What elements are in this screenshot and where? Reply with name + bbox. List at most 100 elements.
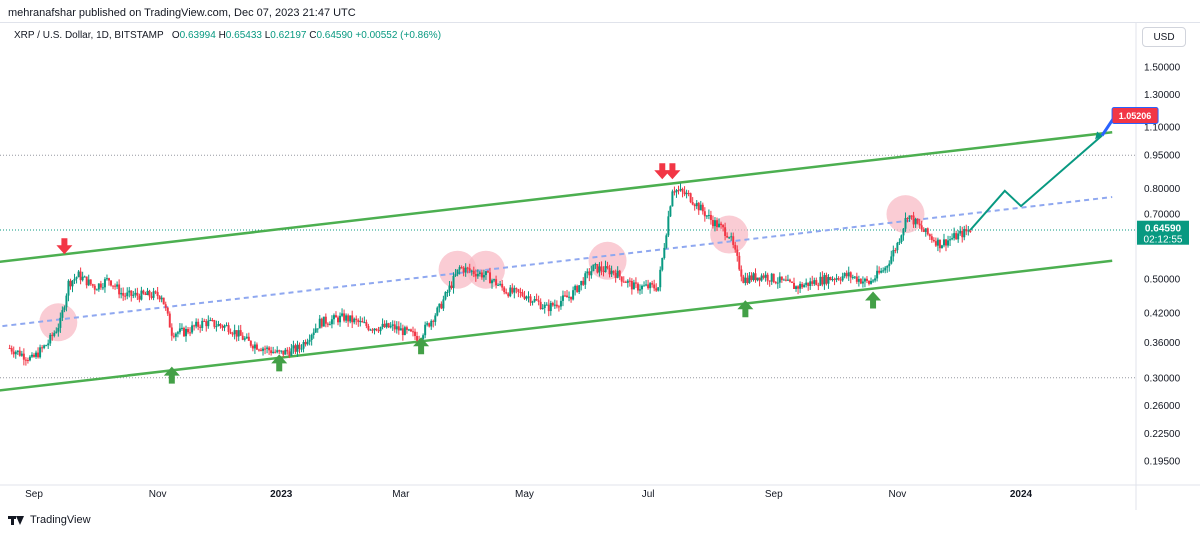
candle-body xyxy=(924,228,927,232)
candle-body xyxy=(288,351,291,356)
candle-body xyxy=(805,282,808,285)
candle-body xyxy=(509,287,512,297)
candle-body xyxy=(53,332,56,336)
candle-body xyxy=(85,276,88,286)
candle-body xyxy=(606,266,609,269)
candle-body xyxy=(324,316,327,324)
candle-body xyxy=(484,271,487,276)
candle-body xyxy=(452,275,455,288)
candle-body xyxy=(594,264,597,266)
candle-body xyxy=(345,315,348,321)
candle-body xyxy=(49,334,52,344)
candle-body xyxy=(262,348,265,351)
candle-body xyxy=(661,258,664,270)
candle-body xyxy=(630,280,633,290)
candle-body xyxy=(43,345,46,348)
candle-body xyxy=(886,266,889,268)
candle-body xyxy=(476,273,479,277)
x-tick-label: Sep xyxy=(25,489,43,500)
channel-lower-line[interactable] xyxy=(0,259,1113,392)
candle-body xyxy=(598,266,601,273)
candle-body xyxy=(456,269,459,275)
candle-body xyxy=(426,323,429,325)
candle-body xyxy=(264,348,267,350)
projection-path[interactable] xyxy=(969,134,1103,231)
candle-body xyxy=(438,303,441,308)
candle-body xyxy=(112,285,115,287)
price-chart[interactable]: 1.50000 1.30000 1.10000 0.95000 0.80000 0.700… xyxy=(0,0,1200,510)
candle-body xyxy=(815,280,818,286)
candle-body xyxy=(861,281,864,284)
candle-body xyxy=(81,276,84,281)
y-tick-label: 0.30000 xyxy=(1144,373,1181,384)
candle-body xyxy=(695,202,698,207)
candle-body xyxy=(35,352,38,357)
candle-body xyxy=(124,295,127,297)
candle-body xyxy=(657,287,660,291)
candle-body xyxy=(780,276,783,281)
candle-body xyxy=(110,280,113,286)
open-value: 0.63994 xyxy=(179,30,216,41)
symbol-name[interactable]: XRP / U.S. Dollar, 1D, BITSTAMP xyxy=(14,30,164,41)
candle-body xyxy=(551,303,554,306)
candle-body xyxy=(588,271,591,276)
candle-body xyxy=(553,304,556,306)
candle-body xyxy=(371,329,374,331)
candle-body xyxy=(872,280,875,282)
candle-body xyxy=(144,293,147,295)
candle-body xyxy=(497,284,500,286)
down-arrow-icon xyxy=(56,238,73,255)
candle-body xyxy=(83,276,86,278)
candle-body xyxy=(801,283,804,288)
candle-body xyxy=(495,279,498,286)
y-tick-label: 1.30000 xyxy=(1144,90,1181,101)
candle-body xyxy=(711,219,714,227)
candle-body xyxy=(310,335,313,340)
candle-body xyxy=(339,315,342,323)
candle-body xyxy=(904,218,907,229)
candle-body xyxy=(961,230,964,238)
candle-body xyxy=(460,267,463,269)
candle-body xyxy=(748,275,751,284)
candle-body xyxy=(592,264,595,272)
candle-body xyxy=(782,279,785,281)
candle-body xyxy=(428,323,431,327)
candle-body xyxy=(164,304,167,308)
candle-body xyxy=(715,220,718,228)
candle-body xyxy=(614,272,617,278)
candle-body xyxy=(432,320,435,322)
candle-body xyxy=(73,278,76,281)
candle-body xyxy=(758,277,761,281)
candle-body xyxy=(91,284,94,286)
candle-body xyxy=(669,206,672,217)
candle-body xyxy=(894,250,897,252)
candle-body xyxy=(245,336,248,339)
candle-body xyxy=(156,292,159,297)
currency-button[interactable]: USD xyxy=(1142,27,1186,47)
candle-body xyxy=(618,270,621,277)
candle-body xyxy=(296,344,299,352)
candle-body xyxy=(409,329,412,332)
candle-body xyxy=(97,283,100,290)
candle-body xyxy=(450,285,453,288)
candle-body xyxy=(882,270,885,272)
channel-upper-line[interactable] xyxy=(0,130,1113,264)
candle-body xyxy=(136,292,139,296)
candle-body xyxy=(906,218,909,220)
candle-body xyxy=(831,279,834,281)
y-tick-label: 1.10000 xyxy=(1144,122,1181,133)
channel-mid-line[interactable] xyxy=(0,196,1113,328)
candle-body xyxy=(730,236,733,238)
candle-body xyxy=(39,347,42,358)
y-tick-label: 0.36000 xyxy=(1144,338,1181,349)
candle-body xyxy=(166,307,169,314)
candle-body xyxy=(908,215,911,219)
candle-body xyxy=(965,229,968,232)
candle-body xyxy=(655,288,658,291)
candle-body xyxy=(740,269,743,277)
target-label-box[interactable] xyxy=(1111,107,1159,125)
candle-body xyxy=(880,270,883,273)
candle-body xyxy=(835,278,838,280)
candle-body xyxy=(101,287,104,289)
candle-body xyxy=(537,300,540,302)
